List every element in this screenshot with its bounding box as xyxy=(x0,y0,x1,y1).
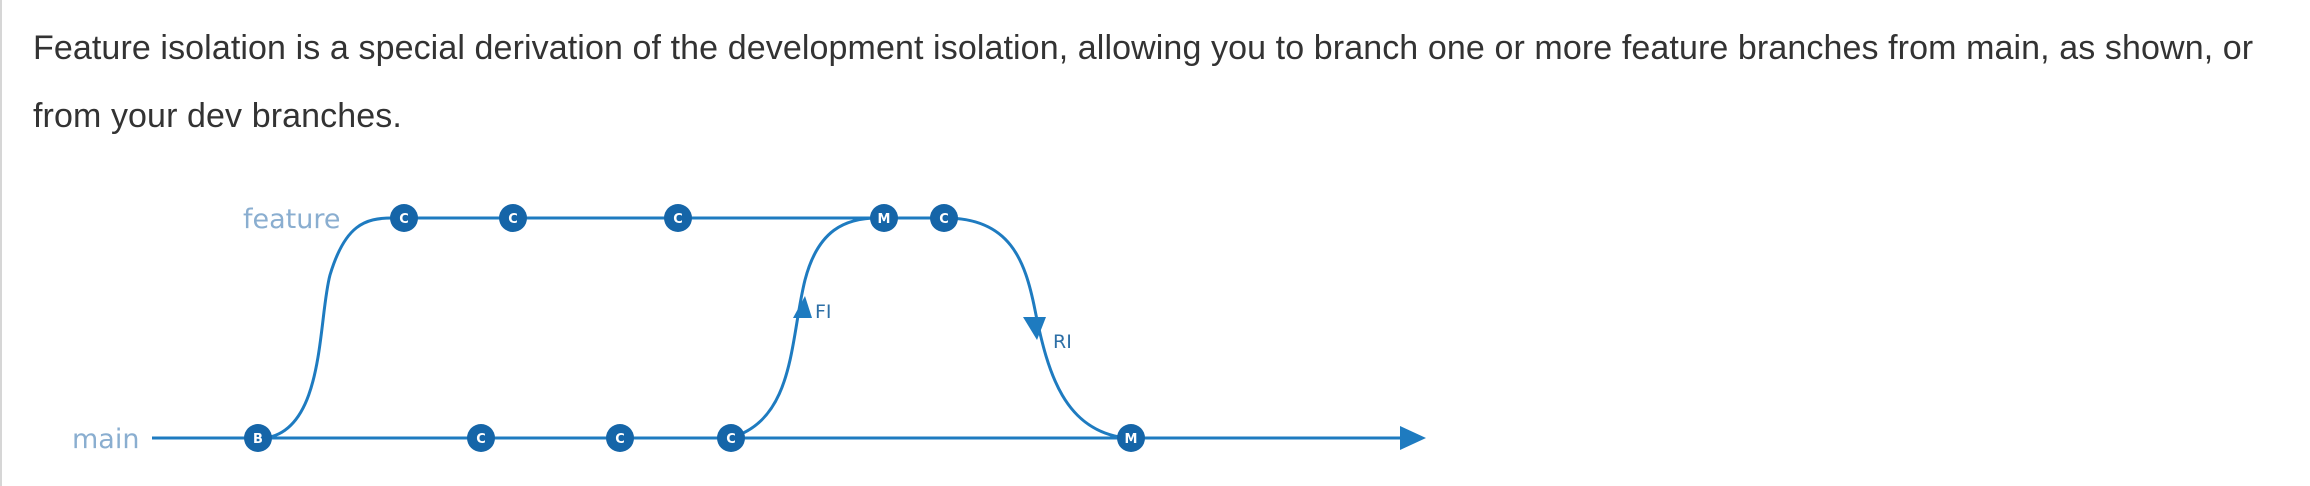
feature-isolation-diagram: main feature FI RI C C C M C B C C C xyxy=(72,204,1426,455)
feature-commit-1-letter: C xyxy=(399,212,409,227)
description-paragraph: Feature isolation is a special derivatio… xyxy=(33,29,2254,135)
feature-branch-label: feature xyxy=(243,204,340,235)
feature-merge-commit: M xyxy=(870,204,898,232)
branch-curve xyxy=(264,216,393,440)
main-arrow-head xyxy=(1400,426,1426,450)
forward-integration-arrow xyxy=(793,296,812,318)
fi-label: FI xyxy=(815,301,832,323)
feature-commit-4-letter: C xyxy=(939,212,949,227)
feature-merge-commit-letter: M xyxy=(878,212,891,227)
ri-label: RI xyxy=(1053,331,1072,353)
main-commit-1-letter: C xyxy=(476,432,486,447)
feature-commit-2: C xyxy=(499,204,527,232)
main-commit-2: C xyxy=(606,424,634,452)
main-commit-3-letter: C xyxy=(726,432,736,447)
main-base-commit-letter: B xyxy=(253,432,263,447)
main-commit-1: C xyxy=(467,424,495,452)
main-merge-commit: M xyxy=(1117,424,1145,452)
feature-commit-1: C xyxy=(390,204,418,232)
main-branch-label: main xyxy=(72,424,139,455)
main-merge-commit-letter: M xyxy=(1125,432,1138,447)
main-base-commit: B xyxy=(244,424,272,452)
main-commit-3: C xyxy=(717,424,745,452)
feature-commit-3-letter: C xyxy=(673,212,683,227)
content-left-border xyxy=(0,0,2,486)
feature-commit-3: C xyxy=(664,204,692,232)
forward-integration-curve xyxy=(729,216,879,440)
feature-commit-4: C xyxy=(930,204,958,232)
reverse-integration-arrow xyxy=(1023,317,1046,340)
feature-commit-2-letter: C xyxy=(508,212,518,227)
reverse-integration-curve xyxy=(944,216,1126,440)
main-commit-2-letter: C xyxy=(615,432,625,447)
